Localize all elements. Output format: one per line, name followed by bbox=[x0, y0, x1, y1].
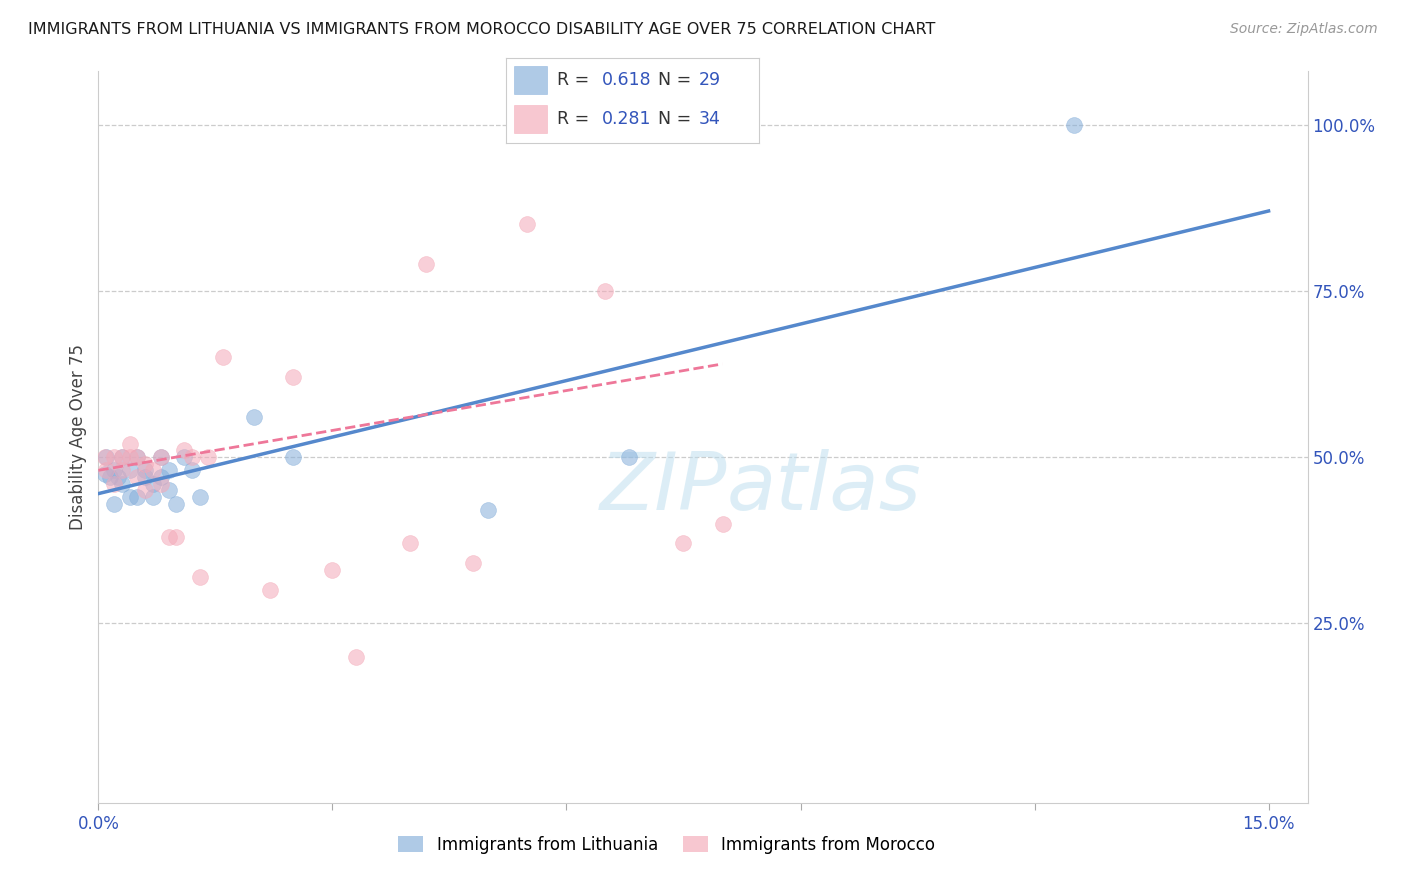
Point bbox=[93, 467, 115, 481]
Point bbox=[477, 503, 499, 517]
Point bbox=[142, 490, 165, 504]
Point bbox=[173, 443, 195, 458]
Point bbox=[127, 450, 149, 464]
Point bbox=[149, 476, 172, 491]
Point bbox=[149, 450, 172, 464]
Y-axis label: Disability Age Over 75: Disability Age Over 75 bbox=[69, 344, 87, 530]
Point bbox=[259, 582, 281, 597]
Text: atlas: atlas bbox=[727, 450, 922, 527]
Point bbox=[118, 490, 141, 504]
Point bbox=[283, 450, 305, 464]
Point bbox=[173, 450, 195, 464]
Point bbox=[103, 463, 125, 477]
Point bbox=[321, 563, 343, 577]
Point bbox=[111, 450, 134, 464]
Text: N =: N = bbox=[658, 71, 697, 89]
Point bbox=[134, 483, 156, 498]
Point bbox=[127, 450, 149, 464]
Point bbox=[165, 530, 187, 544]
Point bbox=[188, 490, 211, 504]
Point bbox=[157, 483, 180, 498]
Point bbox=[111, 450, 134, 464]
Text: R =: R = bbox=[557, 71, 595, 89]
Point bbox=[516, 217, 538, 231]
Text: Source: ZipAtlas.com: Source: ZipAtlas.com bbox=[1230, 22, 1378, 37]
Text: N =: N = bbox=[658, 110, 697, 128]
Point bbox=[118, 450, 141, 464]
Point bbox=[555, 104, 578, 119]
Text: ZIP: ZIP bbox=[600, 450, 727, 527]
Point bbox=[98, 470, 121, 484]
Point bbox=[181, 450, 204, 464]
Point bbox=[134, 470, 156, 484]
Legend: Immigrants from Lithuania, Immigrants from Morocco: Immigrants from Lithuania, Immigrants fr… bbox=[392, 829, 942, 860]
Text: R =: R = bbox=[557, 110, 595, 128]
Point bbox=[149, 470, 172, 484]
Point bbox=[672, 536, 695, 550]
Point bbox=[96, 450, 118, 464]
Point bbox=[165, 497, 187, 511]
Text: 0.618: 0.618 bbox=[602, 71, 652, 89]
Point bbox=[157, 463, 180, 477]
Text: 0.281: 0.281 bbox=[602, 110, 652, 128]
Bar bbox=[513, 67, 547, 95]
Point bbox=[127, 490, 149, 504]
Point bbox=[1063, 118, 1085, 132]
Point bbox=[711, 516, 734, 531]
Point bbox=[118, 436, 141, 450]
Text: IMMIGRANTS FROM LITHUANIA VS IMMIGRANTS FROM MOROCCO DISABILITY AGE OVER 75 CORR: IMMIGRANTS FROM LITHUANIA VS IMMIGRANTS … bbox=[28, 22, 935, 37]
Point bbox=[127, 470, 149, 484]
Point bbox=[617, 450, 640, 464]
Point bbox=[399, 536, 422, 550]
Point bbox=[197, 450, 219, 464]
Point bbox=[149, 450, 172, 464]
Point bbox=[188, 570, 211, 584]
Point bbox=[118, 463, 141, 477]
Bar bbox=[513, 104, 547, 133]
Point bbox=[212, 351, 235, 365]
Point bbox=[103, 450, 125, 464]
Point bbox=[461, 557, 484, 571]
Point bbox=[142, 476, 165, 491]
Point bbox=[243, 410, 266, 425]
Point bbox=[93, 450, 115, 464]
Point bbox=[181, 463, 204, 477]
Point bbox=[142, 463, 165, 477]
Text: 34: 34 bbox=[699, 110, 720, 128]
Point bbox=[595, 284, 617, 298]
Point bbox=[344, 649, 367, 664]
Point bbox=[111, 476, 134, 491]
Point bbox=[107, 470, 129, 484]
Point bbox=[415, 257, 437, 271]
Point bbox=[134, 463, 156, 477]
Point bbox=[157, 530, 180, 544]
Point bbox=[134, 457, 156, 471]
Point bbox=[96, 463, 118, 477]
Text: 29: 29 bbox=[699, 71, 721, 89]
Point bbox=[103, 497, 125, 511]
Point bbox=[283, 370, 305, 384]
Point bbox=[103, 476, 125, 491]
Point bbox=[111, 463, 134, 477]
